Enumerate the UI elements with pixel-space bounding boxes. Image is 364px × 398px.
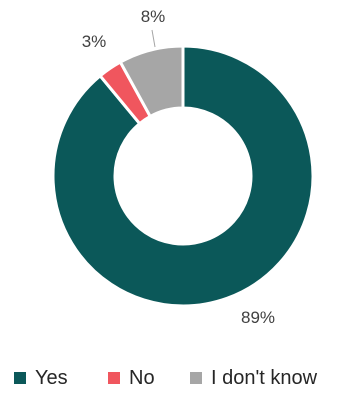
legend-label-i-don-t-know: I don't know: [211, 367, 318, 389]
data-label-no: 3%: [82, 32, 107, 51]
legend-label-yes: Yes: [35, 367, 68, 389]
data-labels: 89% 3% 8%: [82, 7, 275, 327]
data-label-yes: 89%: [241, 308, 275, 327]
data-label-i-don-t-know: 8%: [141, 7, 166, 26]
legend-swatch-yes: [14, 372, 26, 384]
leader-line-i-don-t-know: [151, 29, 156, 48]
legend: Yes No I don't know: [14, 367, 318, 389]
legend-item-yes: Yes: [14, 367, 68, 389]
legend-item-i-don-t-know: I don't know: [190, 367, 318, 389]
legend-swatch-i-don-t-know: [190, 372, 202, 384]
slice-yes: [51, 44, 315, 308]
slice-i-don-t-know: [118, 44, 185, 119]
legend-label-no: No: [129, 367, 155, 389]
legend-item-no: No: [108, 367, 155, 389]
legend-swatch-no: [108, 372, 120, 384]
donut-slices: [51, 44, 315, 308]
leader-lines: [151, 29, 156, 48]
